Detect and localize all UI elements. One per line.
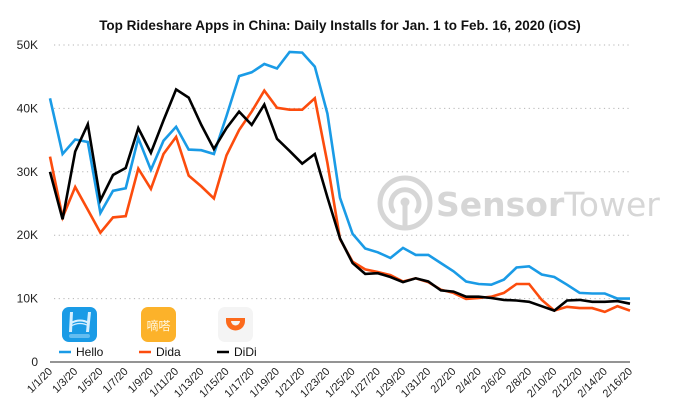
- x-tick-label: 1/5/20: [75, 366, 105, 396]
- x-tick-label: 1/7/20: [101, 366, 131, 396]
- hello-app-icon: [62, 307, 97, 342]
- series-didi: [48, 87, 631, 313]
- legend-label-dida: Dida: [156, 345, 181, 359]
- legend-label-didi: DiDi: [234, 345, 257, 359]
- watermark-tower: Tower: [563, 185, 660, 224]
- legend-item-hello: Hello: [59, 307, 104, 359]
- legend-item-didi: DiDi: [217, 307, 257, 359]
- legend-label-hello: Hello: [76, 345, 104, 359]
- svg-text:SensorTower: SensorTower: [436, 185, 660, 224]
- x-tick-label: 2/2/20: [428, 366, 458, 396]
- y-tick-label: 30K: [17, 165, 38, 179]
- chart-title: Top Rideshare Apps in China: Daily Insta…: [99, 18, 581, 33]
- watermark-sensor: Sensor: [436, 185, 565, 224]
- sensortower-watermark: SensorTower: [377, 175, 660, 231]
- y-tick-label: 50K: [17, 38, 38, 52]
- y-tick-label: 10K: [17, 292, 38, 306]
- x-axis-ticks: 1/1/201/3/201/5/201/7/201/9/201/11/201/1…: [25, 366, 635, 400]
- dida-app-icon: 嘀嗒: [141, 307, 176, 342]
- sensortower-logo-icon: [377, 175, 433, 231]
- series-hello: [48, 50, 631, 300]
- x-tick-label: 1/1/20: [25, 366, 55, 396]
- y-axis-ticks: 0 10K 20K 30K 40K 50K: [17, 38, 39, 369]
- y-tick-label: 0: [31, 355, 38, 369]
- didi-app-icon: [218, 307, 253, 342]
- series-lines: [48, 50, 631, 314]
- x-tick-label: 2/4/20: [454, 366, 484, 396]
- y-tick-label: 40K: [17, 101, 38, 115]
- svg-text:嘀嗒: 嘀嗒: [146, 319, 170, 333]
- legend: Hello 嘀嗒 Dida DiDi: [59, 307, 257, 359]
- legend-item-dida: 嘀嗒 Dida: [139, 307, 181, 359]
- y-tick-label: 20K: [17, 228, 38, 242]
- x-tick-label: 1/3/20: [50, 366, 80, 396]
- x-tick-label: 2/6/20: [479, 366, 509, 396]
